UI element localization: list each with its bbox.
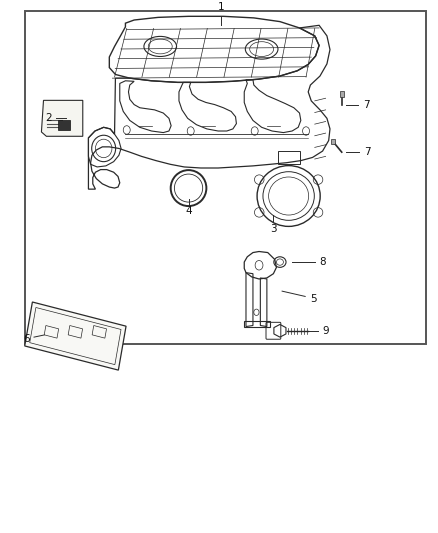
Text: 6: 6 (23, 334, 29, 344)
Bar (331, 139, 336, 144)
Text: 7: 7 (364, 147, 370, 157)
Bar (58, 120, 70, 130)
Text: 7: 7 (363, 100, 369, 110)
Text: 9: 9 (323, 326, 329, 336)
Polygon shape (25, 302, 126, 370)
Bar (339, 91, 344, 96)
Text: 4: 4 (185, 206, 192, 216)
Text: 8: 8 (319, 257, 326, 267)
Polygon shape (42, 100, 83, 136)
Text: 2: 2 (45, 114, 52, 123)
Bar (25, 11, 426, 344)
Text: 3: 3 (270, 224, 277, 235)
Text: 1: 1 (218, 2, 225, 12)
Text: 5: 5 (310, 294, 316, 304)
